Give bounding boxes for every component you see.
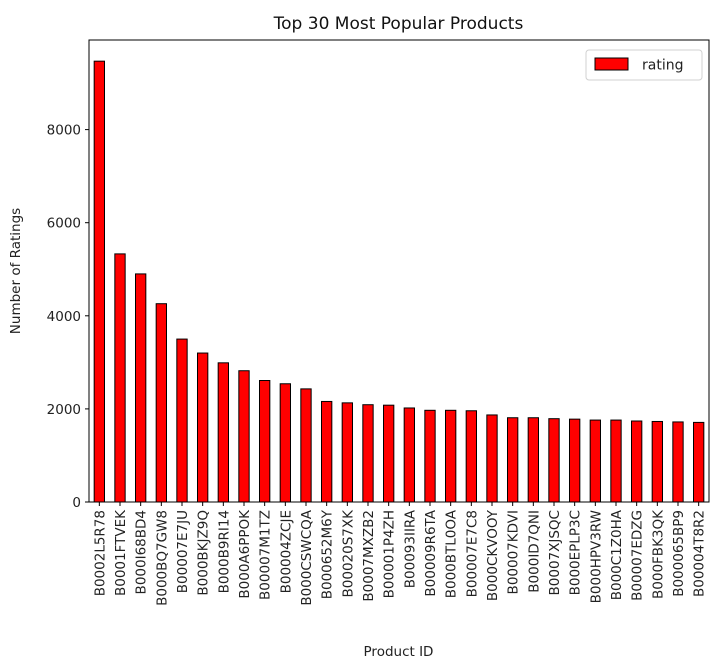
x-tick-label: B000652M6Y xyxy=(320,509,336,599)
x-tick-label: B000ID7QNI xyxy=(526,510,542,593)
x-tick-label: B000BQ7GW8 xyxy=(154,510,170,606)
x-axis-label: Product ID xyxy=(364,644,434,660)
bar xyxy=(507,417,519,503)
bar xyxy=(155,303,167,503)
legend-label: rating xyxy=(642,58,683,74)
bar xyxy=(486,414,498,503)
x-tick-label: B0002L5R78 xyxy=(92,510,108,596)
x-tick-label: B000CSWCQA xyxy=(299,509,315,605)
y-axis-ticks: 0 2000 4000 6000 8000 xyxy=(47,123,89,511)
chart-title: Top 30 Most Popular Products xyxy=(273,14,524,34)
bar xyxy=(403,407,416,503)
bar xyxy=(114,253,126,503)
bar xyxy=(610,419,622,503)
x-tick-label: B00007EDZG xyxy=(630,510,646,601)
y-tick-label: 6000 xyxy=(47,216,81,232)
bar xyxy=(341,402,354,503)
x-tick-label: B000EPLP3C xyxy=(568,510,584,595)
x-tick-label: B000FBK3QK xyxy=(650,509,666,599)
y-tick-label: 4000 xyxy=(47,309,81,325)
x-tick-label: B00007E7C8 xyxy=(464,510,480,597)
x-tick-label: B000BKJZ9Q xyxy=(196,510,212,596)
x-tick-label: B000HPV3RW xyxy=(588,510,604,603)
bar xyxy=(362,404,374,503)
bar xyxy=(672,421,684,503)
bar xyxy=(651,420,663,503)
x-tick-label: B00001P4ZH xyxy=(382,510,398,598)
x-tick-label: B00004ZCJE xyxy=(278,510,294,593)
x-tick-label: B000B9RI14 xyxy=(216,510,232,593)
bar xyxy=(383,404,395,503)
bar xyxy=(93,60,105,503)
x-tick-label: B00004T8R2 xyxy=(692,510,708,597)
x-axis-ticks: B0002L5R78 B0001FTVEK B000I68BD4 B000BQ7GW8… xyxy=(92,502,708,606)
bar xyxy=(569,418,581,503)
x-tick-label: B00007KDVI xyxy=(506,510,522,594)
bar xyxy=(465,410,478,503)
x-tick-label: B00007M1TZ xyxy=(258,510,274,600)
x-tick-label: B00009R6TA xyxy=(423,509,439,596)
legend-swatch xyxy=(594,57,629,71)
x-tick-label: B000BTL0OA xyxy=(444,509,460,598)
bar xyxy=(693,421,705,503)
x-tick-label: B000CKVOOY xyxy=(485,509,501,601)
x-tick-label: B0007XJSQC xyxy=(547,510,563,595)
bar xyxy=(548,418,560,503)
y-tick-label: 0 xyxy=(72,495,81,511)
bar xyxy=(445,409,457,503)
legend: rating xyxy=(585,49,703,81)
x-tick-label: B000I68BD4 xyxy=(134,510,150,594)
y-tick-label: 2000 xyxy=(47,402,81,418)
bar xyxy=(527,417,539,503)
x-tick-label: B0001FTVEK xyxy=(113,509,129,596)
bar xyxy=(197,352,209,503)
bar xyxy=(279,383,292,503)
y-axis-label: Number of Ratings xyxy=(8,208,24,334)
bar xyxy=(321,400,333,503)
axes-frame xyxy=(88,39,710,503)
bar xyxy=(631,420,643,503)
x-tick-label: B000065BP9 xyxy=(671,510,687,597)
x-tick-label: B00093IIRA xyxy=(402,509,418,588)
x-tick-label: B000C1Z0HA xyxy=(609,509,625,600)
x-tick-label: B00020S7XK xyxy=(340,509,356,598)
bar xyxy=(424,409,436,503)
x-tick-label: B00007E7JU xyxy=(175,510,191,593)
bars-group xyxy=(93,60,705,503)
bar xyxy=(135,273,147,503)
bar xyxy=(259,380,271,503)
bar xyxy=(238,370,250,503)
bar xyxy=(217,362,229,503)
x-tick-label: B000A6PPOK xyxy=(237,509,253,599)
y-tick-label: 8000 xyxy=(47,123,81,139)
x-tick-label: B0007MXZB2 xyxy=(361,510,377,602)
bar xyxy=(589,419,601,503)
bar xyxy=(300,388,312,503)
bar xyxy=(176,338,188,503)
